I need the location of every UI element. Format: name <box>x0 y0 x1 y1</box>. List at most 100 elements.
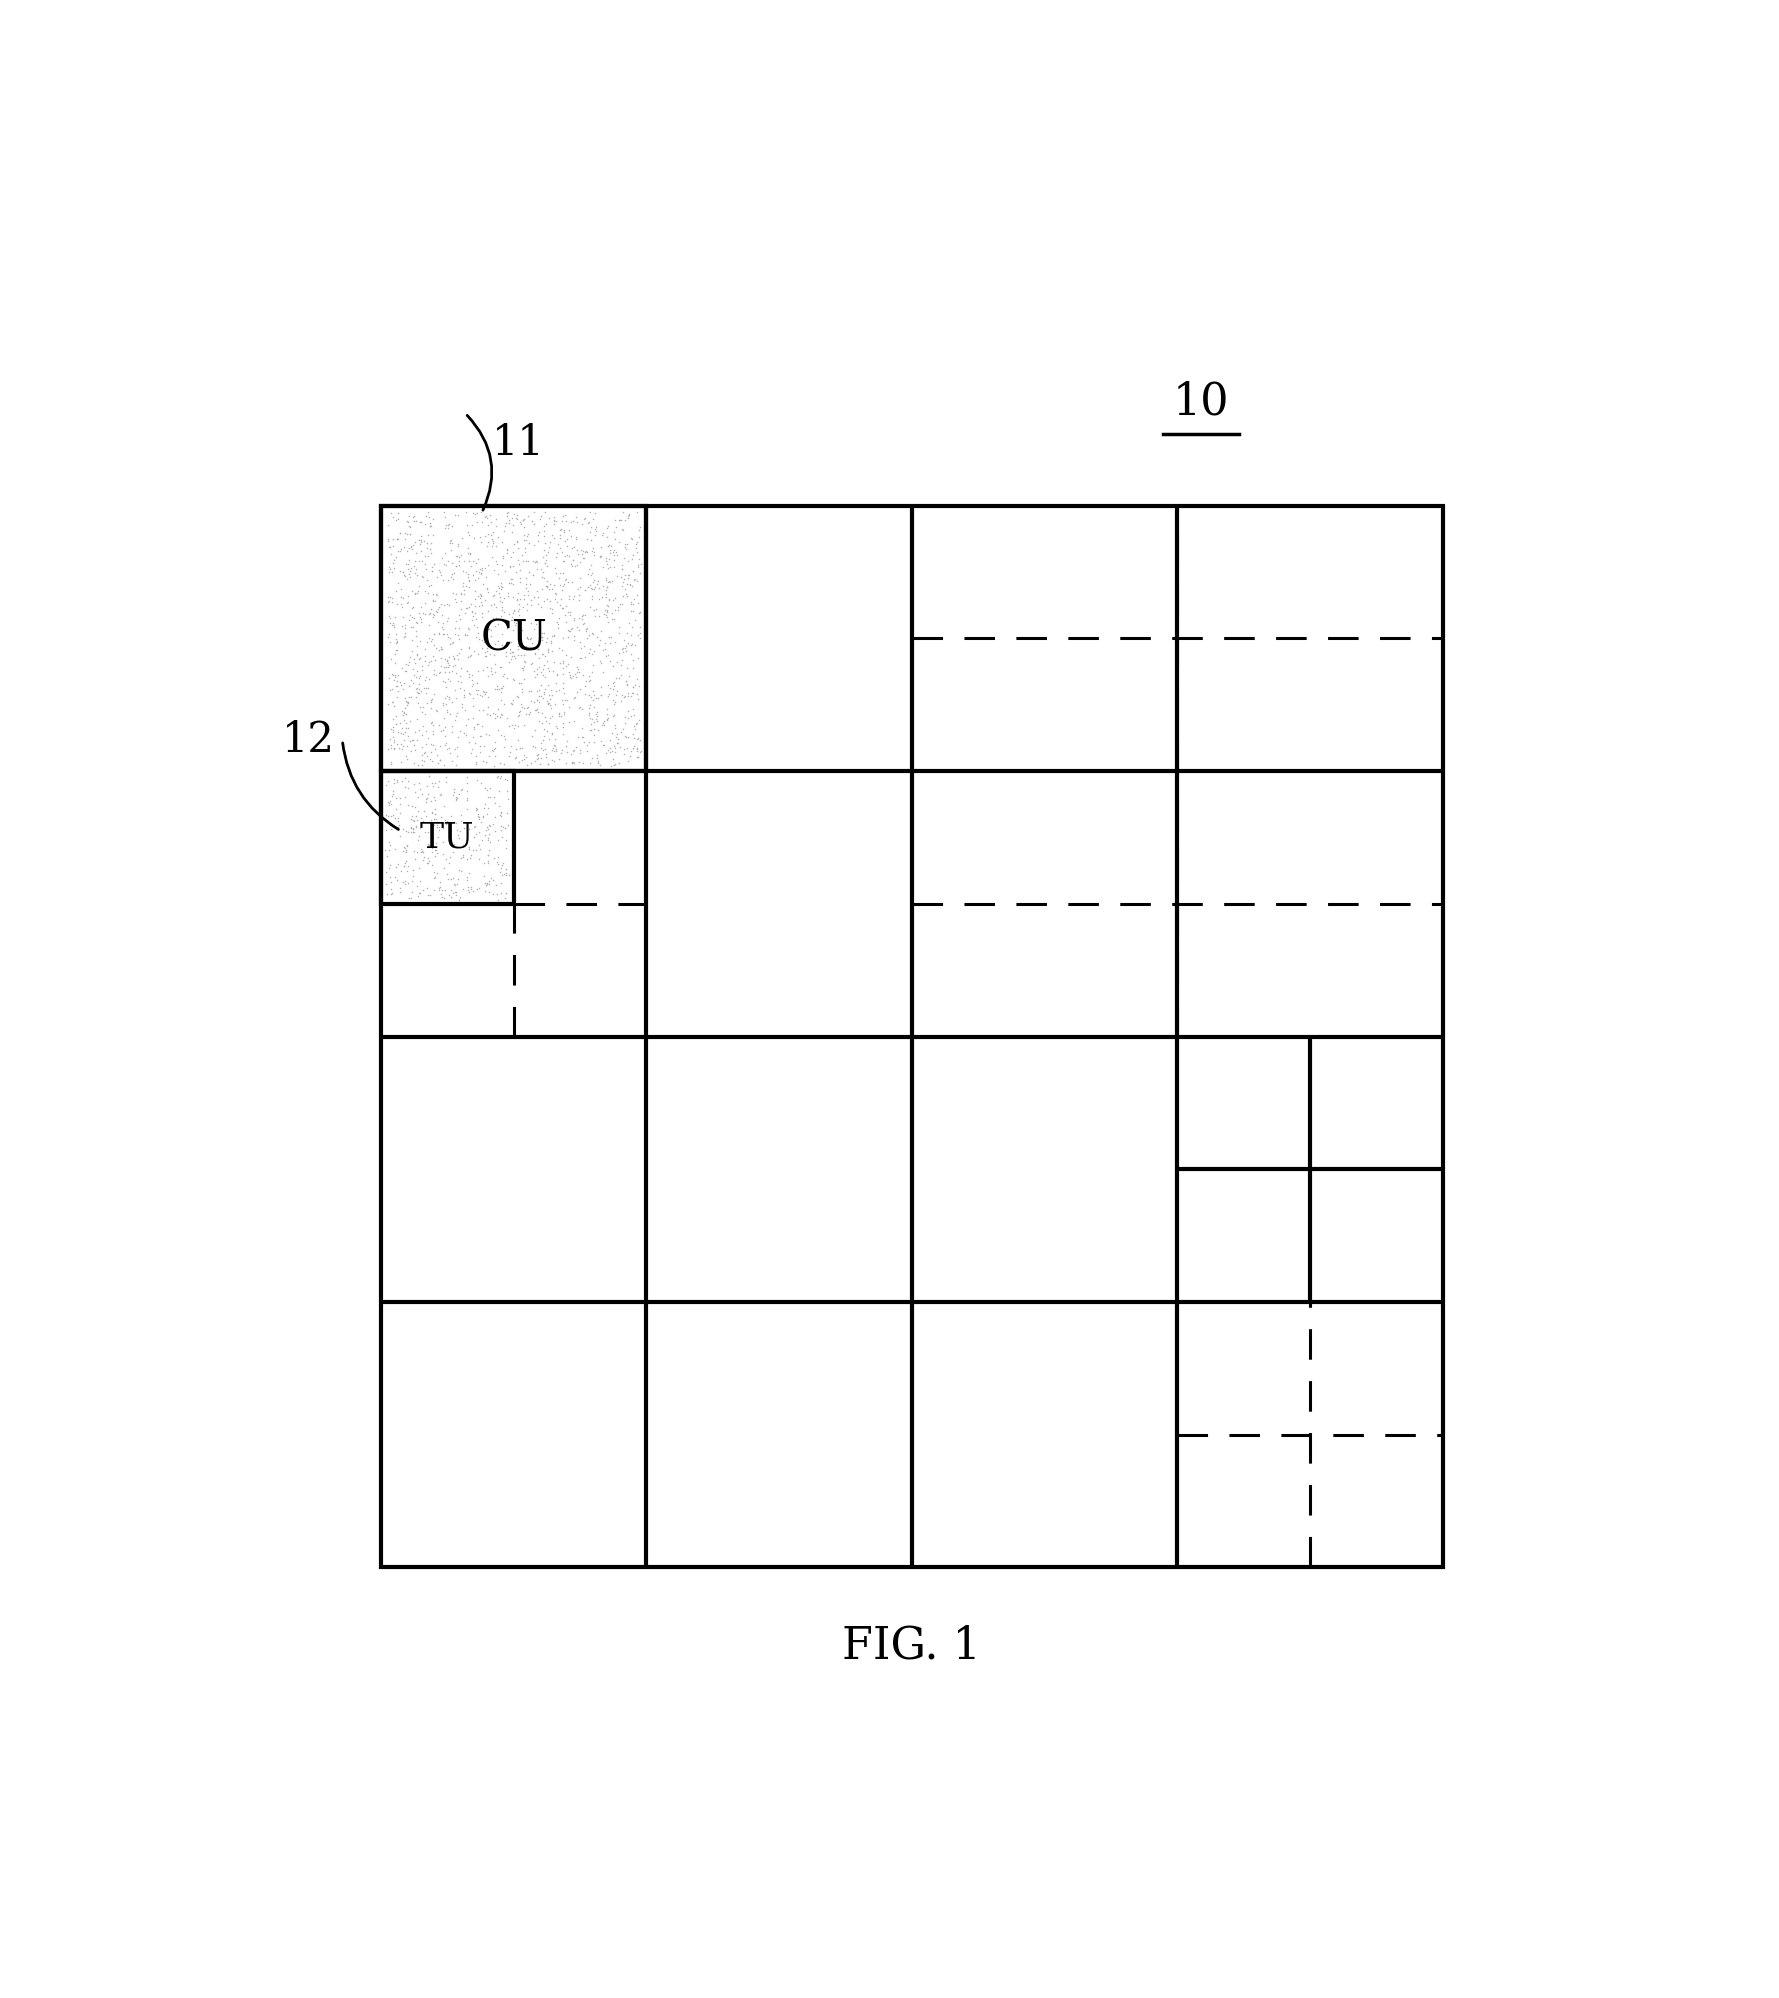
Point <box>415 879 443 911</box>
Point <box>413 729 441 761</box>
Point <box>382 625 411 657</box>
Point <box>610 681 639 713</box>
Point <box>411 799 439 831</box>
Point <box>500 639 528 671</box>
Point <box>619 671 648 703</box>
Point <box>491 509 519 541</box>
Point <box>527 637 555 669</box>
Point <box>477 861 505 893</box>
Point <box>589 569 617 601</box>
Point <box>623 735 651 767</box>
Point <box>551 563 580 595</box>
Point <box>393 505 422 537</box>
Point <box>598 597 626 629</box>
Point <box>418 717 447 749</box>
Point <box>516 747 544 779</box>
Point <box>512 561 541 593</box>
Point <box>390 865 418 897</box>
Point <box>575 619 603 651</box>
Point <box>391 847 420 879</box>
Point <box>411 507 439 539</box>
Point <box>471 815 500 847</box>
Point <box>539 569 568 601</box>
Point <box>503 545 532 577</box>
Point <box>491 507 519 539</box>
Point <box>457 873 486 905</box>
Point <box>464 623 493 655</box>
Point <box>496 625 525 657</box>
Point <box>543 611 571 643</box>
Point <box>610 559 639 591</box>
Point <box>400 603 429 635</box>
Point <box>495 783 523 815</box>
Point <box>491 877 519 909</box>
Point <box>452 767 480 799</box>
Point <box>397 623 425 655</box>
Point <box>390 695 418 727</box>
Point <box>502 607 530 639</box>
Point <box>496 567 525 599</box>
Point <box>379 775 407 807</box>
Point <box>471 500 500 531</box>
Point <box>464 693 493 725</box>
Point <box>516 685 544 717</box>
Point <box>487 651 516 683</box>
Point <box>484 547 512 579</box>
Point <box>374 585 402 617</box>
Point <box>429 689 457 721</box>
Point <box>592 571 621 603</box>
Point <box>381 637 409 669</box>
Point <box>438 799 466 831</box>
Point <box>555 595 584 627</box>
Point <box>461 583 489 615</box>
Point <box>616 498 644 529</box>
Point <box>555 659 584 691</box>
Point <box>619 709 648 741</box>
Point <box>624 511 653 543</box>
Point <box>473 509 502 541</box>
Point <box>487 591 516 623</box>
Point <box>592 581 621 613</box>
Point <box>591 595 619 627</box>
Point <box>564 721 592 753</box>
Point <box>596 723 624 755</box>
Point <box>406 661 434 693</box>
Point <box>482 669 511 701</box>
Point <box>429 825 457 857</box>
Point <box>551 747 580 779</box>
Point <box>578 703 607 735</box>
Point <box>587 679 616 711</box>
Point <box>382 633 411 665</box>
Point <box>423 837 452 869</box>
Point <box>431 873 459 905</box>
Point <box>429 873 457 905</box>
Point <box>523 741 551 773</box>
Point <box>470 693 498 725</box>
Point <box>391 715 420 747</box>
Point <box>386 797 415 829</box>
Point <box>377 659 406 691</box>
Point <box>404 823 432 855</box>
Point <box>603 645 632 677</box>
Point <box>464 801 493 833</box>
Point <box>511 691 539 723</box>
Point <box>439 779 468 811</box>
Point <box>537 627 566 659</box>
Point <box>580 571 608 603</box>
Point <box>543 735 571 767</box>
Point <box>475 825 503 857</box>
Point <box>463 817 491 849</box>
Point <box>623 723 651 755</box>
Point <box>450 675 479 707</box>
Point <box>468 505 496 537</box>
Point <box>548 633 576 665</box>
Point <box>429 839 457 871</box>
Point <box>619 717 648 749</box>
Point <box>393 831 422 863</box>
Point <box>480 697 509 729</box>
Point <box>473 839 502 871</box>
Point <box>480 673 509 705</box>
Point <box>450 693 479 725</box>
Point <box>559 747 587 779</box>
Point <box>557 505 585 537</box>
